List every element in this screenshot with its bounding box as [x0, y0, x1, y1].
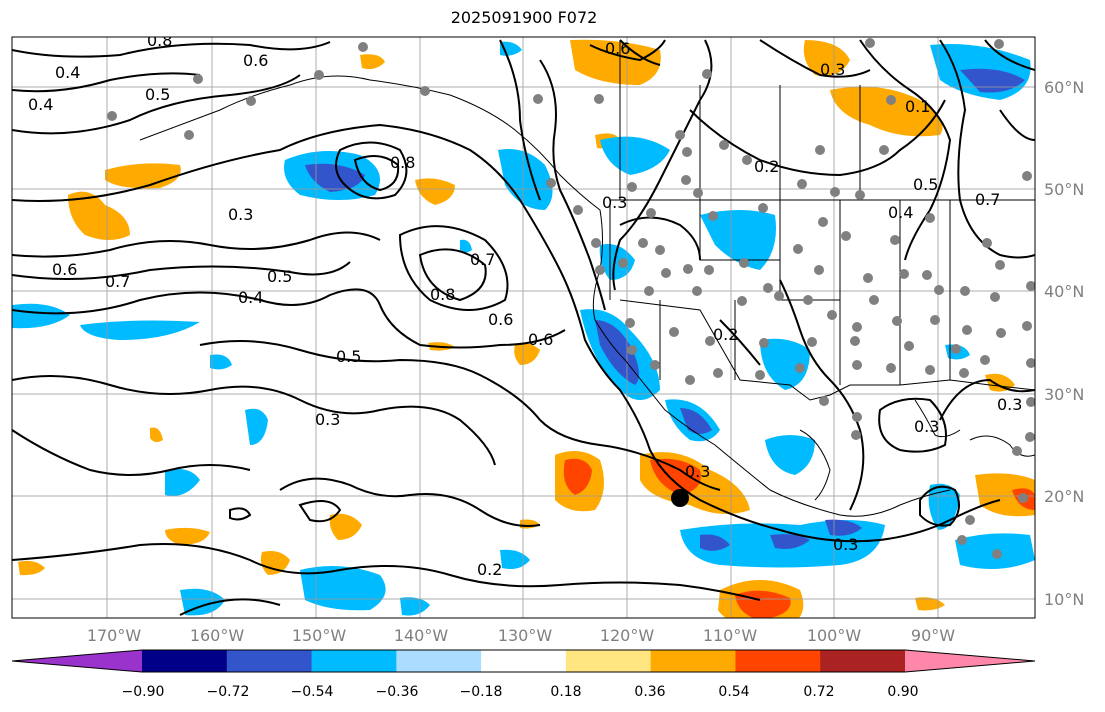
lat-label: 40°N [1044, 282, 1085, 301]
colorbar-tick: −0.72 [206, 684, 250, 700]
contour-label: 0.5 [913, 175, 938, 194]
contour-label: 0.5 [145, 85, 170, 104]
contour-label: 0.2 [477, 560, 502, 579]
contour-label: 0.4 [238, 288, 263, 307]
colorbar-segment [311, 650, 397, 672]
colorbar-segment [565, 650, 652, 672]
colorbar-tick: 0.72 [803, 684, 835, 700]
lat-label: 10°N [1044, 590, 1085, 609]
contour-label: 0.3 [997, 395, 1022, 414]
contour-label: 0.7 [470, 250, 495, 269]
contour-label: 0.3 [820, 60, 845, 79]
contour-label: 0.3 [602, 193, 627, 212]
lon-label: 110°W [702, 626, 758, 645]
colorbar-tick: 0.18 [550, 684, 582, 700]
contour-label: 0.4 [888, 203, 913, 222]
colorbar [11, 649, 1036, 673]
contour-label: 0.8 [147, 31, 172, 50]
colorbar-extend-high [905, 650, 1035, 672]
contour-label-group: 0.8 0.6 0.6 0.4 0.4 0.5 0.3 0.6 0.7 0.4 … [28, 31, 1022, 579]
contour-label: 0.7 [105, 272, 130, 291]
colorbar-segment [142, 650, 228, 672]
lon-label: 120°W [599, 626, 655, 645]
colorbar-tick: 0.54 [718, 684, 750, 700]
colorbar-segment [481, 650, 567, 672]
map-frame [11, 36, 1036, 619]
colorbar-segment [820, 650, 906, 672]
lat-label: 30°N [1044, 385, 1085, 404]
lat-label: 60°N [1044, 78, 1085, 97]
contour-label: 0.8 [430, 285, 455, 304]
contour-label: 0.1 [905, 97, 930, 116]
lon-label: 100°W [806, 626, 862, 645]
colorbar-segment [396, 650, 482, 672]
contour-label: 0.2 [754, 157, 779, 176]
lon-label: 90°W [910, 626, 956, 645]
colorbar-extend-low [12, 650, 142, 672]
colorbar-tick: −0.36 [375, 684, 419, 700]
lon-label: 170°W [86, 626, 142, 645]
colorbar-segment [226, 650, 313, 672]
colorbar-tick: 0.90 [887, 684, 919, 700]
contour-label: 0.4 [55, 63, 80, 82]
lon-label: 160°W [189, 626, 245, 645]
coastlines [139, 40, 1035, 517]
station-dots [107, 38, 1035, 559]
graticule [12, 37, 1035, 618]
contour-label: 0.7 [975, 190, 1000, 209]
contour-label: 0.8 [390, 153, 415, 172]
contour-label: 0.3 [685, 462, 710, 481]
contour-label: 0.4 [28, 95, 53, 114]
map-title: 2025091900 F072 [450, 8, 598, 27]
colorbar-tick: −0.90 [121, 684, 165, 700]
contour-label: 0.3 [833, 535, 858, 554]
lon-label: 130°W [497, 626, 553, 645]
lon-label: 140°W [393, 626, 449, 645]
contour-label: 0.5 [336, 347, 361, 366]
positive-anomaly-shading [18, 39, 1035, 618]
lat-label: 20°N [1044, 487, 1085, 506]
lon-label: 150°W [291, 626, 347, 645]
colorbar-outline [11, 649, 1036, 673]
location-marker [671, 489, 689, 507]
contour-label: 0.3 [228, 205, 253, 224]
contour-label: 0.3 [914, 417, 939, 436]
contour-label: 0.6 [605, 39, 630, 58]
colorbar-segment [650, 650, 736, 672]
colorbar-segment [735, 650, 821, 672]
contour-label: 0.6 [528, 330, 553, 349]
contour-lines [12, 39, 1035, 616]
colorbar-tick: −0.18 [459, 684, 503, 700]
contour-label: 0.3 [315, 410, 340, 429]
colorbar-tick: −0.54 [290, 684, 334, 700]
contour-label: 0.6 [52, 260, 77, 279]
colorbar-tick: 0.36 [634, 684, 666, 700]
lat-label: 50°N [1044, 180, 1085, 199]
contour-label: 0.6 [243, 51, 268, 70]
contour-label: 0.2 [713, 325, 738, 344]
contour-label: 0.6 [488, 310, 513, 329]
contour-label: 0.5 [267, 267, 292, 286]
